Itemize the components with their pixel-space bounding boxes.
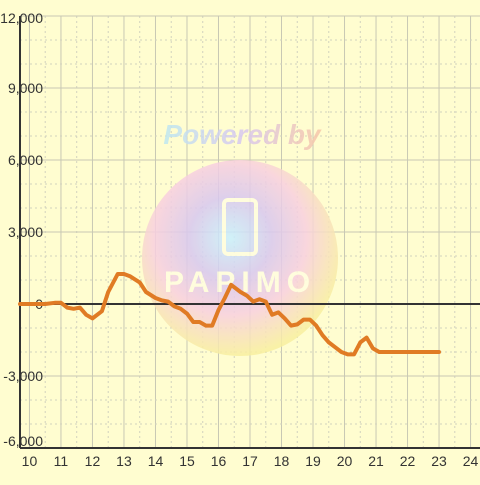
watermark-phone-icon: [222, 198, 258, 256]
watermark-logo-text: PAPIMO: [164, 266, 316, 299]
watermark-logo-circle: [142, 160, 338, 356]
x-tick-label: 13: [116, 453, 132, 469]
x-tick-label: 21: [368, 453, 384, 469]
x-tick-label: 14: [148, 453, 164, 469]
x-tick-label: 11: [54, 453, 69, 469]
x-tick-label: 15: [179, 453, 195, 469]
x-tick-label: 12: [85, 453, 101, 469]
x-tick-label: 18: [274, 453, 290, 469]
axes: [19, 16, 480, 449]
x-tick-label: 19: [305, 453, 321, 469]
y-tick-label: 12,000: [0, 10, 43, 26]
x-tick-label: 16: [211, 453, 227, 469]
x-tick-label: 22: [400, 453, 416, 469]
watermark: Powered by PAPIMO: [142, 119, 338, 356]
series-line: [18, 272, 441, 357]
y-tick-label: -6,000: [3, 433, 43, 449]
x-tick-label: 20: [337, 453, 353, 469]
y-tick-label: -3,000: [3, 368, 43, 384]
x-tick-label: 24: [463, 453, 479, 469]
x-tick-label: 23: [431, 453, 447, 469]
x-tick-label: 17: [242, 453, 258, 469]
watermark-text: Powered by: [163, 119, 322, 150]
x-tick-label: 10: [22, 453, 38, 469]
y-tick-label: 9,000: [8, 80, 43, 96]
y-tick-label: 3,000: [8, 224, 43, 240]
y-tick-label: 6,000: [8, 152, 43, 168]
